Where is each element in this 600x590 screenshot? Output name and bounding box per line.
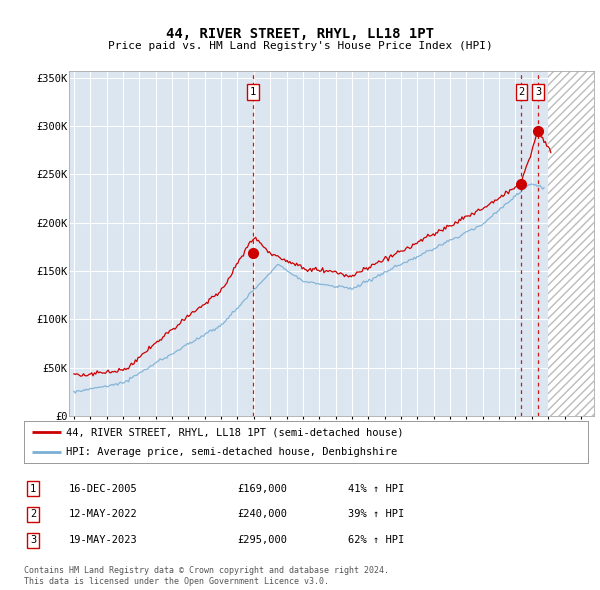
Text: 12-MAY-2022: 12-MAY-2022: [69, 510, 138, 519]
Text: 2: 2: [518, 87, 524, 97]
Text: HPI: Average price, semi-detached house, Denbighshire: HPI: Average price, semi-detached house,…: [66, 447, 398, 457]
Text: 1: 1: [250, 87, 256, 97]
Text: 1: 1: [30, 484, 36, 493]
Text: 62% ↑ HPI: 62% ↑ HPI: [348, 536, 404, 545]
Text: £240,000: £240,000: [237, 510, 287, 519]
Text: 3: 3: [30, 536, 36, 545]
Text: 39% ↑ HPI: 39% ↑ HPI: [348, 510, 404, 519]
Text: 44, RIVER STREET, RHYL, LL18 1PT: 44, RIVER STREET, RHYL, LL18 1PT: [166, 27, 434, 41]
Text: £169,000: £169,000: [237, 484, 287, 493]
Bar: [548, 68, 594, 416]
Text: This data is licensed under the Open Government Licence v3.0.: This data is licensed under the Open Gov…: [24, 577, 329, 586]
Text: Price paid vs. HM Land Registry's House Price Index (HPI): Price paid vs. HM Land Registry's House …: [107, 41, 493, 51]
Text: Contains HM Land Registry data © Crown copyright and database right 2024.: Contains HM Land Registry data © Crown c…: [24, 566, 389, 575]
Text: £295,000: £295,000: [237, 536, 287, 545]
Text: 2: 2: [30, 510, 36, 519]
Text: 44, RIVER STREET, RHYL, LL18 1PT (semi-detached house): 44, RIVER STREET, RHYL, LL18 1PT (semi-d…: [66, 427, 404, 437]
Text: 19-MAY-2023: 19-MAY-2023: [69, 536, 138, 545]
Bar: [548, 71, 594, 416]
Text: 41% ↑ HPI: 41% ↑ HPI: [348, 484, 404, 493]
Text: 3: 3: [535, 87, 541, 97]
Text: 16-DEC-2005: 16-DEC-2005: [69, 484, 138, 493]
